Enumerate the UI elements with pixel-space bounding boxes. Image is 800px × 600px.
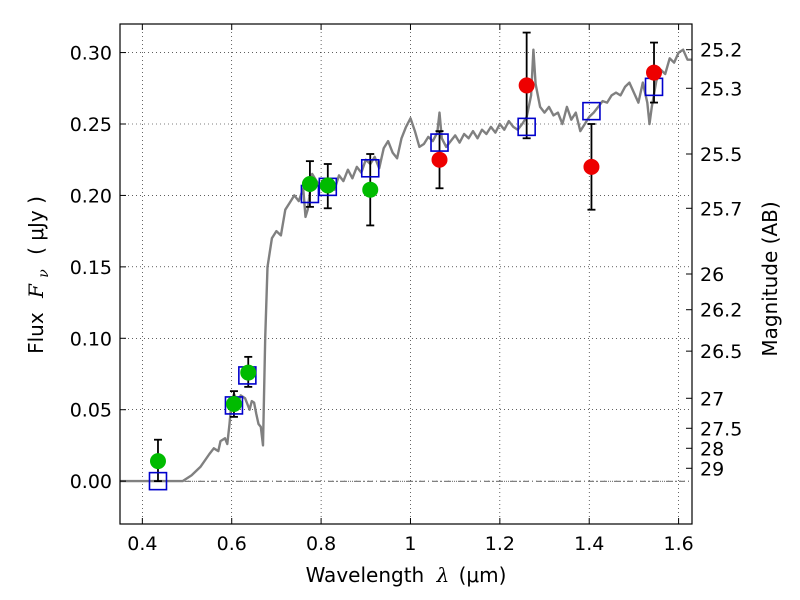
magnitude-tick-label: 25.5: [700, 144, 742, 166]
model-photometry-square: [582, 101, 601, 121]
plot-area: [120, 31, 692, 491]
grid-lines: [120, 24, 692, 524]
magnitude-tick-label: 25.2: [700, 40, 742, 62]
y-tick-label: 0.05: [70, 400, 112, 422]
y-tick-label: 0.00: [70, 471, 112, 493]
model-spectrum-line: [120, 48, 692, 483]
magnitude-tick-label: 26: [700, 264, 724, 286]
x-axis-label: Wavelength λ (μm): [306, 563, 507, 587]
magnitude-tick-label: 27: [700, 388, 724, 410]
magnitude-tick-label: 25.7: [700, 198, 742, 220]
observed-flux-point: [149, 453, 166, 470]
x-tick-label: 1.6: [663, 533, 693, 555]
x-tick-label: 1: [404, 533, 416, 555]
magnitude-tick-label: 27.5: [700, 418, 742, 440]
y-tick-label: 0.30: [70, 43, 112, 65]
observed-flux-point: [583, 158, 600, 175]
magnitude-tick-label: 26.2: [700, 300, 742, 322]
magnitude-axis-label: Magnitude (AB): [758, 201, 782, 356]
observed-flux-point: [240, 364, 257, 381]
magnitude-tick-label: 28: [700, 438, 724, 460]
model-photometry-square: [360, 158, 380, 178]
y-tick-label: 0.15: [70, 257, 112, 279]
x-tick-label: 1.4: [574, 533, 604, 555]
observed-flux-point: [319, 177, 336, 194]
x-tick-label: 1.2: [485, 533, 515, 555]
y-tick-label: 0.20: [70, 185, 112, 207]
observed-flux-point: [518, 77, 535, 94]
axis-ticks: 0.4 0.6 0.8 1 1.2 1.4 1.6 0.00 0.05 0.10 0.15 0.20 0…: [70, 24, 742, 555]
observed-flux-point: [362, 181, 379, 198]
x-tick-label: 0.4: [127, 533, 157, 555]
observed-flux-point: [431, 151, 448, 168]
model-photometry-square: [430, 133, 449, 152]
x-tick-label: 0.8: [306, 533, 336, 555]
magnitude-tick-label: 29: [700, 458, 724, 480]
magnitude-tick-label: 25.3: [700, 78, 742, 100]
plot-frame: [119, 23, 693, 525]
y-axis-label: Flux F ν ( μJy ): [24, 196, 53, 354]
magnitude-tick-label: 26.5: [700, 341, 742, 363]
x-tick-label: 0.6: [217, 533, 247, 555]
model-photometry-square: [148, 471, 168, 491]
observed-flux-point: [646, 64, 663, 81]
y-tick-label: 0.10: [70, 328, 112, 350]
observed-flux-point: [225, 396, 242, 412]
model-photometry-square: [517, 117, 536, 137]
observed-flux-point: [301, 176, 318, 192]
y-tick-label: 0.25: [70, 114, 112, 136]
